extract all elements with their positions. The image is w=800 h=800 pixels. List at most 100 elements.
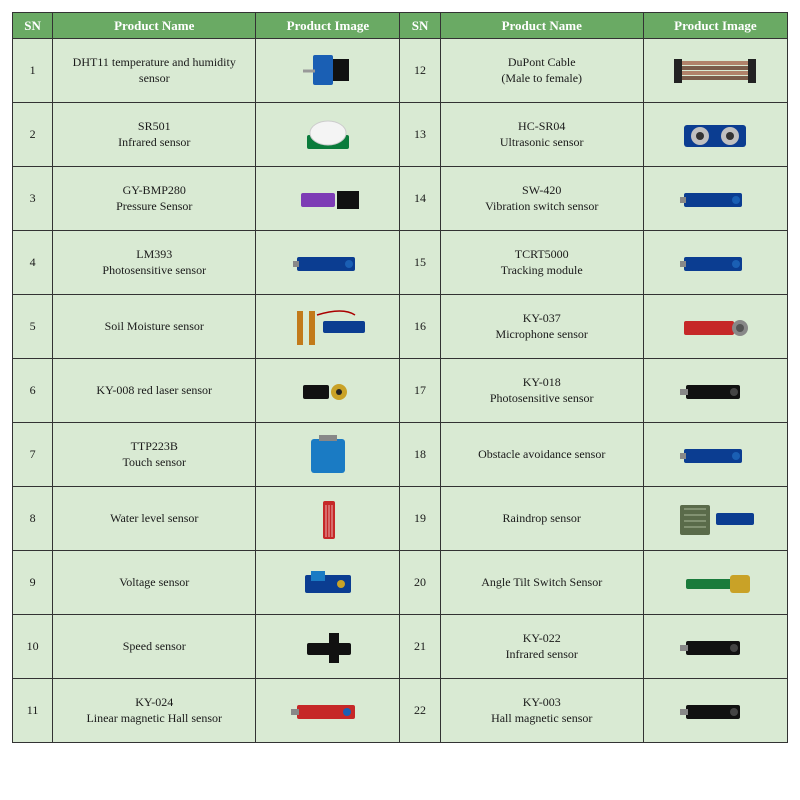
sn-cell: 3 bbox=[13, 167, 53, 231]
table-row: 8 Water level sensor 19 Raindrop sensor bbox=[13, 487, 788, 551]
product-image-cell bbox=[643, 423, 787, 487]
sn-cell: 10 bbox=[13, 615, 53, 679]
product-image-icon bbox=[283, 625, 373, 669]
product-name-cell: KY-024Linear magnetic Hall sensor bbox=[53, 679, 256, 743]
product-image-icon bbox=[670, 497, 760, 541]
product-image-icon bbox=[283, 113, 373, 157]
col-header-sn-right: SN bbox=[400, 13, 440, 39]
sn-cell: 17 bbox=[400, 359, 440, 423]
product-name-cell: Water level sensor bbox=[53, 487, 256, 551]
product-image-icon bbox=[283, 369, 373, 413]
product-image-cell bbox=[643, 551, 787, 615]
product-name-cell: GY-BMP280Pressure Sensor bbox=[53, 167, 256, 231]
product-image-icon bbox=[670, 625, 760, 669]
sn-cell: 8 bbox=[13, 487, 53, 551]
product-image-icon bbox=[283, 305, 373, 349]
table-row: 11 KY-024Linear magnetic Hall sensor 22 … bbox=[13, 679, 788, 743]
product-name-cell: Obstacle avoidance sensor bbox=[440, 423, 643, 487]
product-image-icon bbox=[670, 561, 760, 605]
product-image-icon bbox=[670, 689, 760, 733]
sn-cell: 16 bbox=[400, 295, 440, 359]
product-image-cell bbox=[643, 487, 787, 551]
sn-cell: 22 bbox=[400, 679, 440, 743]
col-header-image-right: Product Image bbox=[643, 13, 787, 39]
product-name-cell: SR501Infrared sensor bbox=[53, 103, 256, 167]
product-image-icon bbox=[670, 433, 760, 477]
product-image-cell bbox=[643, 679, 787, 743]
product-image-cell bbox=[643, 167, 787, 231]
sn-cell: 6 bbox=[13, 359, 53, 423]
product-image-icon bbox=[283, 561, 373, 605]
sn-cell: 4 bbox=[13, 231, 53, 295]
product-name-cell: Soil Moisture sensor bbox=[53, 295, 256, 359]
product-name-cell: DHT11 temperature and humidity sensor bbox=[53, 39, 256, 103]
product-name-cell: KY-003Hall magnetic sensor bbox=[440, 679, 643, 743]
product-image-icon bbox=[283, 433, 373, 477]
product-name-cell: TCRT5000Tracking module bbox=[440, 231, 643, 295]
product-image-cell bbox=[643, 615, 787, 679]
product-image-icon bbox=[670, 369, 760, 413]
product-name-cell: DuPont Cable(Male to female) bbox=[440, 39, 643, 103]
product-image-cell bbox=[256, 487, 400, 551]
sn-cell: 2 bbox=[13, 103, 53, 167]
table-row: 3 GY-BMP280Pressure Sensor 14 SW-420Vibr… bbox=[13, 167, 788, 231]
product-image-cell bbox=[256, 39, 400, 103]
product-image-cell bbox=[256, 103, 400, 167]
product-name-cell: KY-018Photosensitive sensor bbox=[440, 359, 643, 423]
product-image-cell bbox=[256, 359, 400, 423]
product-image-cell bbox=[256, 551, 400, 615]
sn-cell: 13 bbox=[400, 103, 440, 167]
table-row: 2 SR501Infrared sensor 13 HC-SR04Ultraso… bbox=[13, 103, 788, 167]
product-image-icon bbox=[283, 497, 373, 541]
product-name-cell: KY-037Microphone sensor bbox=[440, 295, 643, 359]
product-name-cell: SW-420Vibration switch sensor bbox=[440, 167, 643, 231]
product-image-icon bbox=[670, 49, 760, 93]
product-image-icon bbox=[283, 241, 373, 285]
sn-cell: 5 bbox=[13, 295, 53, 359]
sn-cell: 1 bbox=[13, 39, 53, 103]
sn-cell: 14 bbox=[400, 167, 440, 231]
product-image-cell bbox=[643, 231, 787, 295]
product-name-cell: LM393Photosensitive sensor bbox=[53, 231, 256, 295]
col-header-sn-left: SN bbox=[13, 13, 53, 39]
product-name-cell: Angle Tilt Switch Sensor bbox=[440, 551, 643, 615]
product-image-cell bbox=[643, 359, 787, 423]
table-row: 1 DHT11 temperature and humidity sensor … bbox=[13, 39, 788, 103]
product-image-cell bbox=[256, 615, 400, 679]
product-name-cell: Voltage sensor bbox=[53, 551, 256, 615]
sn-cell: 19 bbox=[400, 487, 440, 551]
table-header-row: SN Product Name Product Image SN Product… bbox=[13, 13, 788, 39]
sn-cell: 9 bbox=[13, 551, 53, 615]
product-name-cell: KY-008 red laser sensor bbox=[53, 359, 256, 423]
product-image-icon bbox=[670, 113, 760, 157]
product-image-cell bbox=[256, 423, 400, 487]
product-image-icon bbox=[283, 689, 373, 733]
product-name-cell: Raindrop sensor bbox=[440, 487, 643, 551]
sn-cell: 12 bbox=[400, 39, 440, 103]
sn-cell: 21 bbox=[400, 615, 440, 679]
sn-cell: 15 bbox=[400, 231, 440, 295]
sn-cell: 11 bbox=[13, 679, 53, 743]
table-row: 6 KY-008 red laser sensor 17 KY-018Photo… bbox=[13, 359, 788, 423]
product-image-icon bbox=[283, 49, 373, 93]
table-row: 4 LM393Photosensitive sensor 15 TCRT5000… bbox=[13, 231, 788, 295]
table-row: 9 Voltage sensor 20 Angle Tilt Switch Se… bbox=[13, 551, 788, 615]
product-image-cell bbox=[256, 295, 400, 359]
product-name-cell: HC-SR04Ultrasonic sensor bbox=[440, 103, 643, 167]
product-name-cell: Speed sensor bbox=[53, 615, 256, 679]
sn-cell: 20 bbox=[400, 551, 440, 615]
sn-cell: 18 bbox=[400, 423, 440, 487]
table-row: 5 Soil Moisture sensor 16 KY-037Micropho… bbox=[13, 295, 788, 359]
col-header-name-left: Product Name bbox=[53, 13, 256, 39]
product-name-cell: TTP223BTouch sensor bbox=[53, 423, 256, 487]
product-table: SN Product Name Product Image SN Product… bbox=[12, 12, 788, 743]
product-image-cell bbox=[643, 295, 787, 359]
product-name-cell: KY-022Infrared sensor bbox=[440, 615, 643, 679]
product-image-icon bbox=[670, 177, 760, 221]
col-header-image-left: Product Image bbox=[256, 13, 400, 39]
sn-cell: 7 bbox=[13, 423, 53, 487]
product-image-icon bbox=[670, 241, 760, 285]
product-image-icon bbox=[670, 305, 760, 349]
col-header-name-right: Product Name bbox=[440, 13, 643, 39]
product-image-cell bbox=[643, 39, 787, 103]
